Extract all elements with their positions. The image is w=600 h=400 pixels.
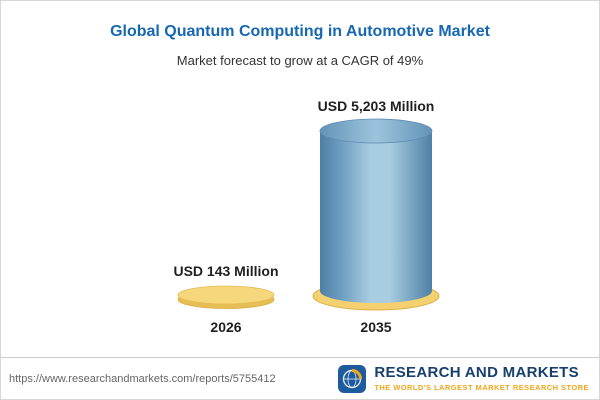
value-label-2026: USD 143 Million (173, 263, 279, 279)
value-label-2035: USD 5,203 Million (317, 98, 435, 114)
chart-subtitle: Market forecast to grow at a CAGR of 49% (176, 53, 424, 68)
report-url: https://www.researchandmarkets.com/repor… (9, 372, 276, 385)
bar-cylinder-2035 (312, 118, 440, 311)
footer: https://www.researchandmarkets.com/repor… (1, 357, 599, 399)
x-label-2035: 2035 (360, 319, 392, 335)
bar-disc-2026 (177, 285, 275, 309)
x-label-2026: 2026 (210, 319, 242, 335)
logo-tagline: THE WORLD'S LARGEST MARKET RESEARCH STOR… (374, 383, 589, 393)
chart-title: Global Quantum Computing in Automotive M… (110, 23, 490, 40)
researchandmarkets-logo: RESEARCH AND MARKETS THE WORLD'S LARGEST… (337, 364, 589, 394)
logo-name: RESEARCH AND MARKETS (374, 363, 579, 381)
globe-chart-icon (338, 364, 367, 393)
logo-text-wrap: RESEARCH AND MARKETS THE WORLD'S LARGEST… (374, 363, 589, 393)
